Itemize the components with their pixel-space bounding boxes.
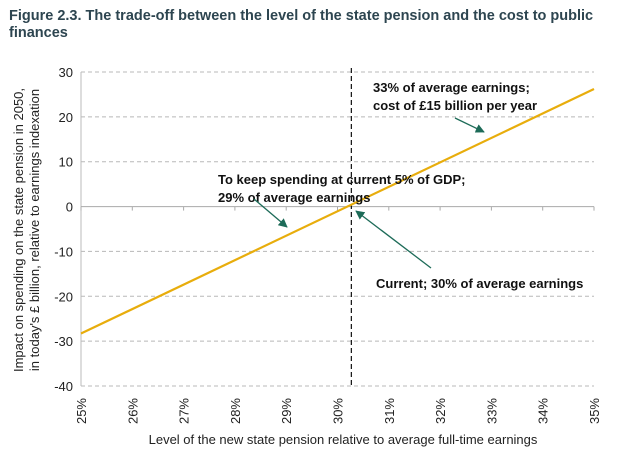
annotation-arrow [454,117,485,133]
x-tick-label: 28% [228,398,243,424]
x-tick-label: 33% [484,398,499,424]
y-tick-label: -30 [54,334,73,349]
annotation-text: 29% of average earnings [218,190,370,205]
annotation-arrow [253,198,288,228]
x-tick-label: 34% [536,398,551,424]
annotation-text: cost of £15 billion per year [373,98,537,113]
y-tick-label: 10 [59,155,73,170]
annotation-arrow [355,210,432,269]
x-tick-label: 31% [382,398,397,424]
x-tick-label: 32% [433,398,448,424]
x-axis-label: Level of the new state pension relative … [149,432,538,447]
series-line [80,88,595,335]
x-tick-label: 29% [279,398,294,424]
annotation-text: 33% of average earnings; [373,80,530,95]
y-tick-label: -10 [54,244,73,259]
annotation-text: To keep spending at current 5% of GDP; [218,172,466,187]
annotation-text: Current; 30% of average earnings [376,276,583,291]
chart-title: Figure 2.3. The trade-off between the le… [9,8,594,41]
x-tick-label: 26% [125,398,140,424]
y-axis-label-line1: Impact on spending on the state pension … [11,88,26,372]
y-axis-label-line2: in today's £ billion, relative to earnin… [27,89,42,371]
x-tick-label: 27% [177,398,192,424]
y-tick-label: -40 [54,379,73,394]
x-tick-label: 30% [331,398,346,424]
y-tick-label: 20 [59,110,73,125]
y-tick-label: 30 [59,65,73,80]
x-tick-label: 25% [74,398,89,424]
x-tick-label: 35% [587,398,602,424]
y-tick-label: -20 [54,289,73,304]
y-tick-label: 0 [66,200,73,215]
